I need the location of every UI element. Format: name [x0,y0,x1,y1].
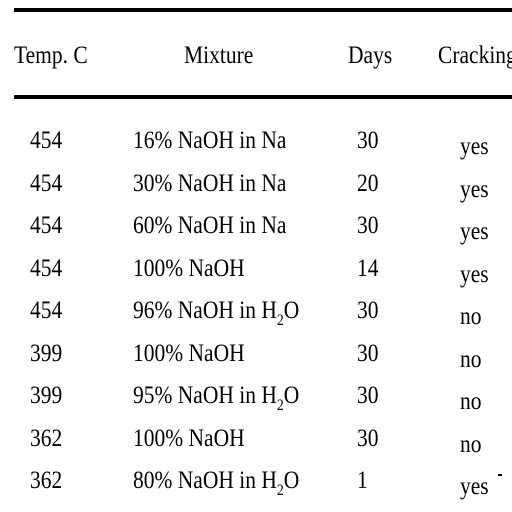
cell-cracking: no [460,303,482,330]
cell-cracking: yes [460,260,489,288]
table-row: 454 16% NaOH in Na 30 yes [0,125,512,168]
cell-mixture: 100% NaOH [133,424,245,452]
cell-mixture: 30% NaOH in Na [133,169,287,197]
cell-days: 14 [357,254,379,282]
table-body: 454 16% NaOH in Na 30 yes 454 30% NaOH i… [0,125,512,508]
mixture-text: 96% NaOH in H [133,297,277,324]
cell-cracking: yes [460,473,489,500]
cell-cracking: yes [460,175,489,203]
cell-temp: 454 [30,297,63,324]
cell-cracking: yes [460,133,489,160]
header-mixture: Mixture [184,42,254,69]
header-temp: Temp. C [14,42,88,69]
header-row: Temp. C Mixture Days Cracking [0,40,512,80]
table-row: 362 100% NaOH 30 no [0,423,512,466]
cell-temp: 399 [30,382,63,409]
mixture-text-end: O [283,467,300,494]
subscript: 2 [276,482,284,499]
cell-temp: 454 [30,254,63,282]
cell-temp: 362 [30,467,63,494]
cell-temp: 454 [30,169,63,197]
cell-days: 30 [357,212,379,239]
table-row: 399 100% NaOH 30 no [0,338,512,381]
cell-mixture: 100% NaOH [133,339,245,367]
cell-temp: 454 [30,212,63,239]
cell-mixture: 16% NaOH in Na [133,127,287,154]
header-rule [14,95,512,99]
cell-cracking: yes [460,218,489,245]
subscript: 2 [276,397,284,414]
cell-mixture: 95% NaOH in H2O [133,380,299,415]
cell-days: 1 [357,467,368,494]
cell-days: 20 [357,169,379,197]
mixture-text-end: O [283,382,300,409]
table-row: 399 95% NaOH in H2O 30 no [0,380,512,423]
cell-temp: 454 [30,127,63,154]
table-row: 454 96% NaOH in H2O 30 no [0,295,512,338]
top-rule [14,8,512,12]
cell-cracking: no [460,388,482,415]
cell-days: 30 [357,339,379,367]
cell-days: 30 [357,127,379,154]
cell-cracking: no [460,345,482,373]
mixture-text: 95% NaOH in H [133,382,277,409]
stray-mark [498,474,502,476]
mixture-text-end: O [283,297,300,324]
header-days: Days [348,42,393,69]
cell-mixture: 80% NaOH in H2O [133,465,299,500]
table-row: 454 60% NaOH in Na 30 yes [0,210,512,253]
cell-days: 30 [357,297,379,324]
table-row: 454 30% NaOH in Na 20 yes [0,168,512,211]
subscript: 2 [276,312,284,329]
cell-temp: 399 [30,339,63,367]
cell-cracking: no [460,430,482,458]
table-row: 454 100% NaOH 14 yes [0,253,512,296]
cell-mixture: 60% NaOH in Na [133,212,287,239]
table-row: 362 80% NaOH in H2O 1 yes [0,465,512,508]
cell-days: 30 [357,382,379,409]
cell-temp: 362 [30,424,63,452]
cell-mixture: 100% NaOH [133,254,245,282]
mixture-text: 80% NaOH in H [133,467,277,494]
header-cracking: Cracking [438,42,512,69]
cell-days: 30 [357,424,379,452]
cell-mixture: 96% NaOH in H2O [133,295,299,330]
